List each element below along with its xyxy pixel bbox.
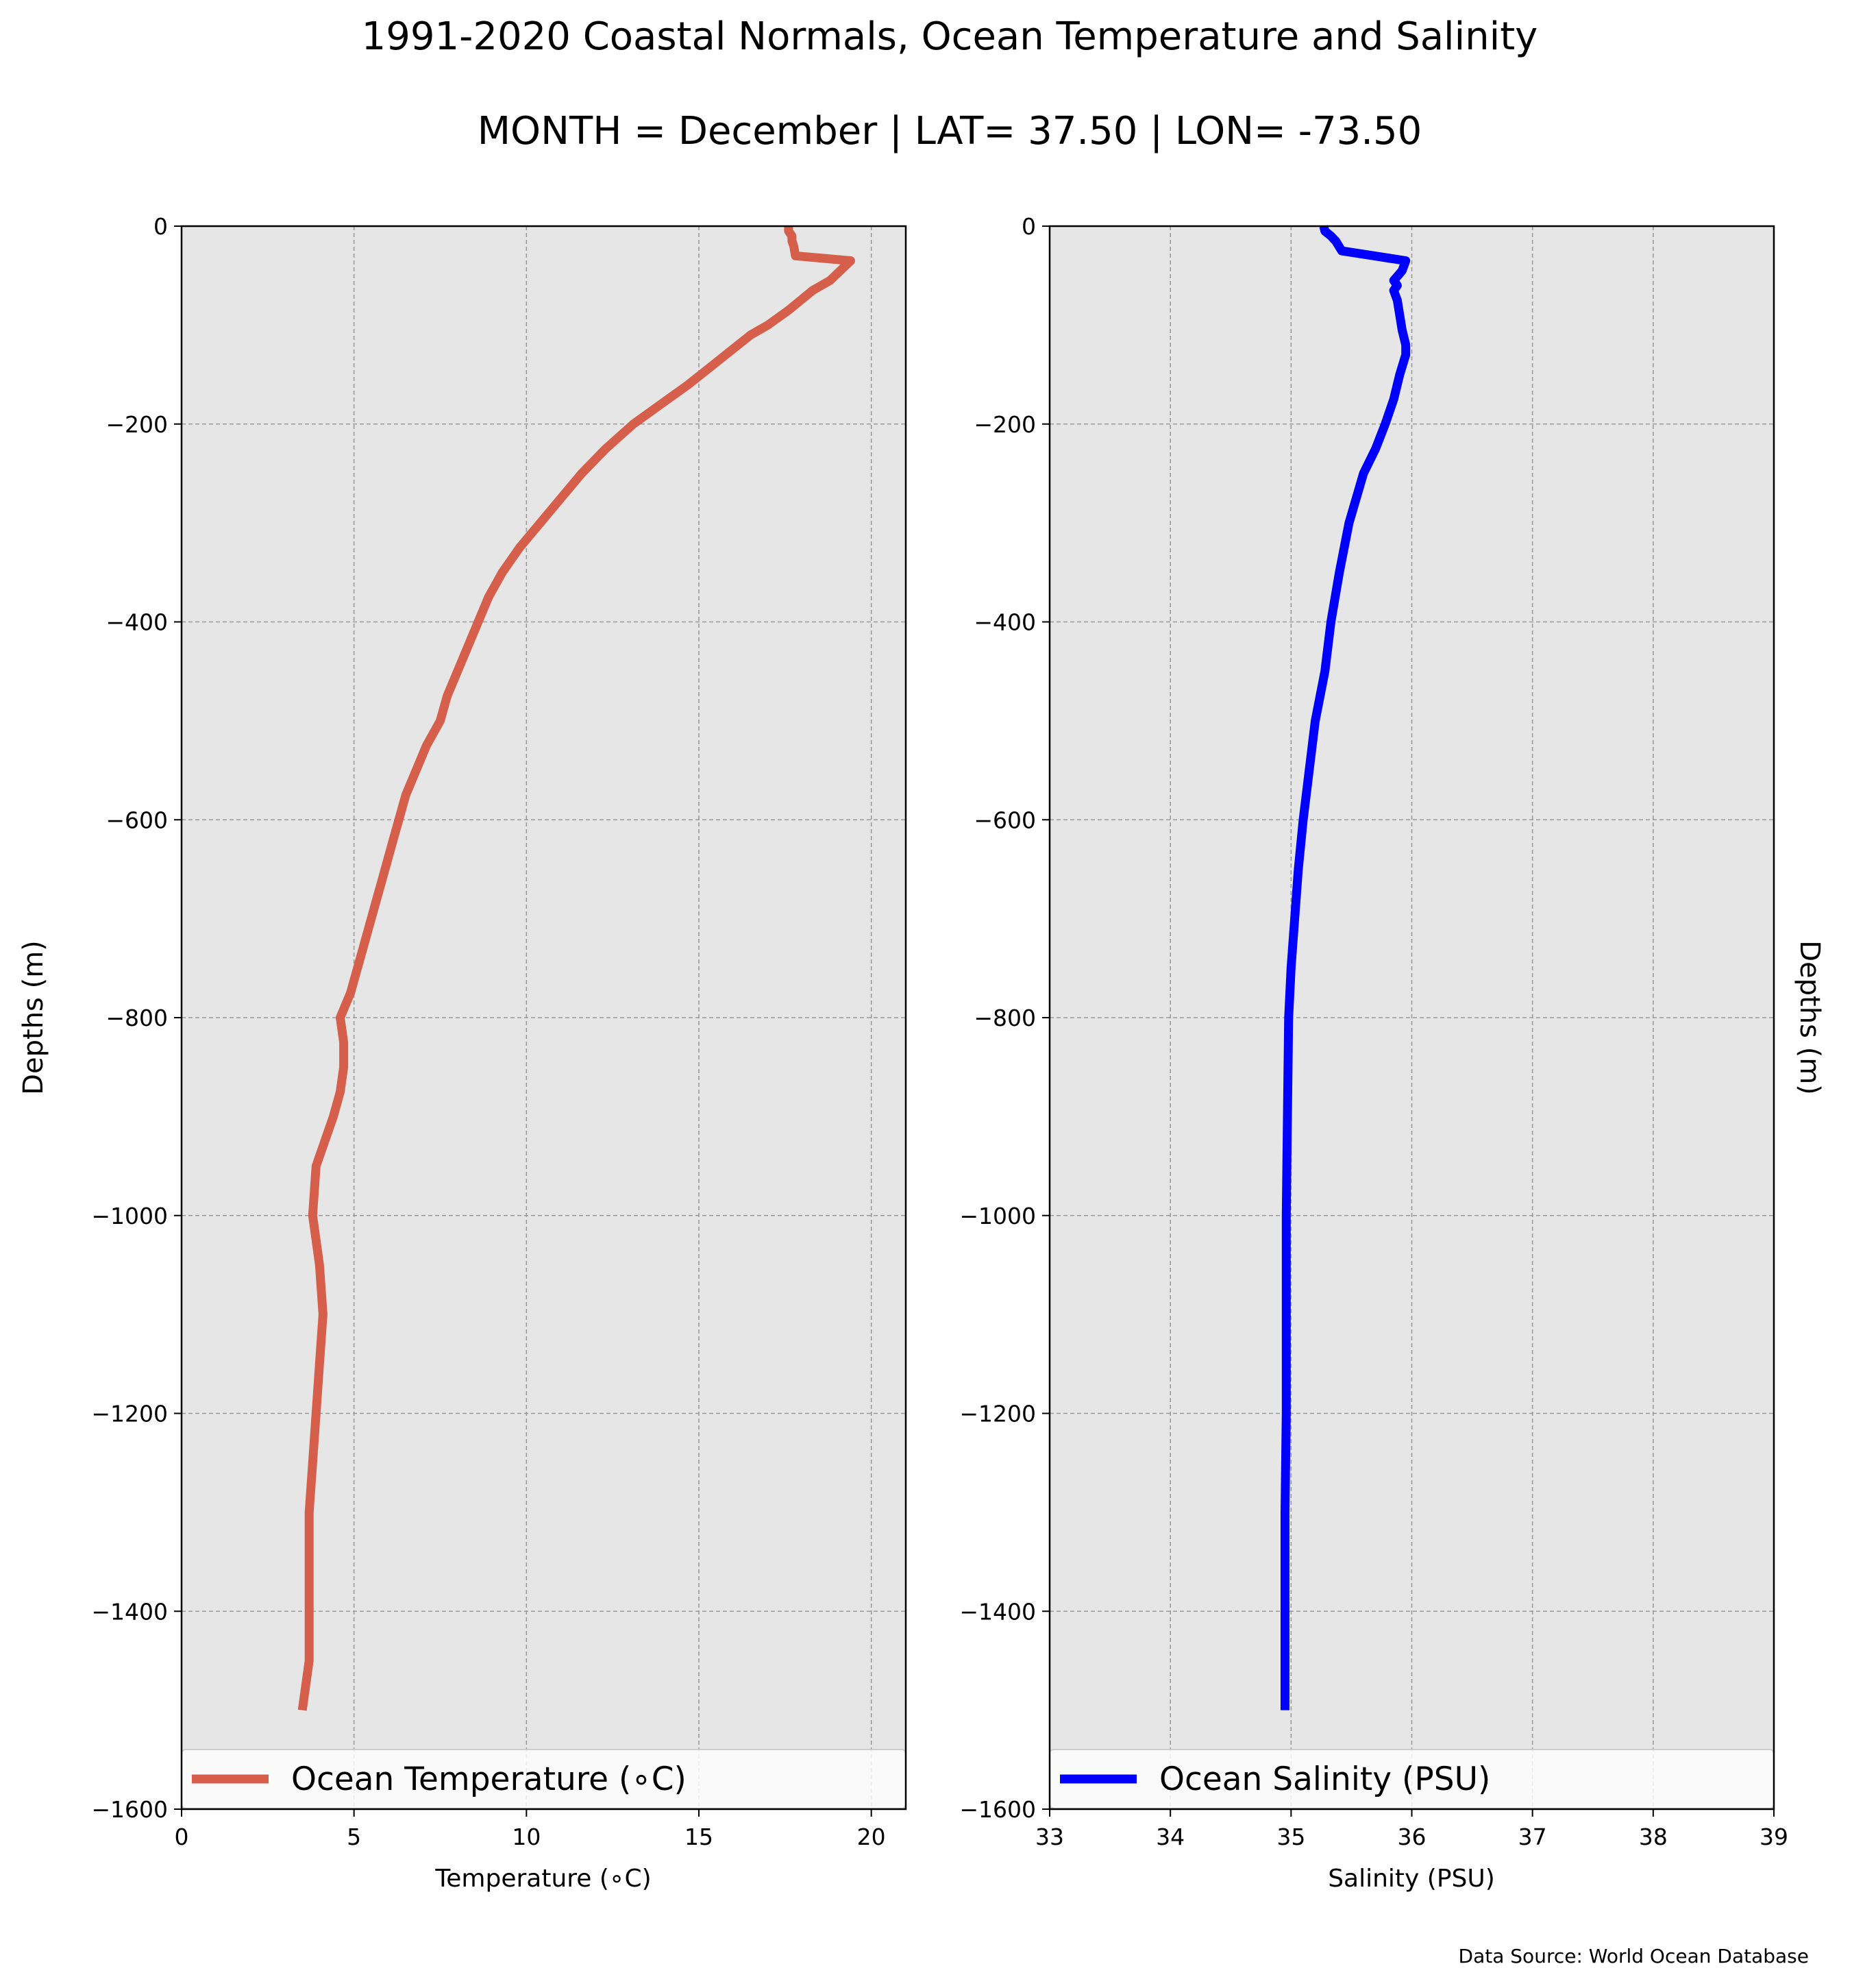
salinity-x-tick-label: 37: [1518, 1824, 1547, 1850]
chart-title: 1991-2020 Coastal Normals, Ocean Tempera…: [362, 14, 1538, 59]
temperature-y-ticks: 0 −200 −400 −600 −800 −1000 −1200 −1400 −1600: [91, 213, 182, 1823]
temperature-y-axis-label: Depths (m): [18, 940, 49, 1095]
salinity-y-tick-label: −200: [974, 411, 1036, 438]
salinity-y-tick-label: −800: [974, 1005, 1036, 1031]
temperature-x-tick-label: 0: [175, 1824, 189, 1850]
temperature-y-tick-label: −1200: [91, 1401, 168, 1427]
salinity-x-tick-label: 33: [1035, 1824, 1064, 1850]
temperature-series-line: [297, 226, 855, 1711]
temperature-panel: Ocean Temperature (∘C) 0 5 10 15 20 0 −200 −40…: [18, 213, 907, 1893]
data-source-note: Data Source: World Ocean Database: [1459, 1945, 1809, 1967]
temperature-y-tick-label: −800: [106, 1005, 168, 1031]
salinity-line-layer: [1281, 225, 1411, 1710]
salinity-y-tick-label: −1200: [959, 1401, 1036, 1427]
salinity-x-tick-label: 39: [1760, 1824, 1788, 1850]
salinity-y-axis-label: Depths (m): [1794, 940, 1825, 1095]
salinity-y-tick-label: −1400: [959, 1598, 1036, 1625]
salinity-y-tick-label: −600: [974, 807, 1036, 833]
temperature-x-tick-label: 10: [512, 1824, 541, 1850]
salinity-series-line: [1281, 225, 1411, 1710]
salinity-x-tick-label: 35: [1276, 1824, 1305, 1850]
salinity-y-tick-label: −400: [974, 609, 1036, 636]
salinity-legend: Ocean Salinity (PSU): [1049, 1749, 1775, 1809]
temperature-line-layer: [297, 226, 855, 1711]
temperature-grid: [182, 226, 906, 1809]
salinity-legend-label: Ocean Salinity (PSU): [1159, 1760, 1490, 1798]
salinity-x-tick-label: 34: [1156, 1824, 1185, 1850]
salinity-x-axis-label: Salinity (PSU): [1328, 1865, 1495, 1893]
salinity-y-tick-label: −1600: [959, 1796, 1036, 1823]
temperature-y-tick-label: −200: [106, 411, 168, 438]
salinity-panel: Ocean Salinity (PSU) 33 34 35 36 37 38 39 0 −20…: [959, 213, 1825, 1893]
temperature-legend-label: Ocean Temperature (∘C): [291, 1760, 687, 1798]
salinity-grid: [1050, 226, 1774, 1809]
chart-subtitle: MONTH = December | LAT= 37.50 | LON= -73…: [478, 109, 1422, 154]
salinity-x-tick-label: 36: [1398, 1824, 1427, 1850]
temperature-legend: Ocean Temperature (∘C): [181, 1749, 906, 1809]
temperature-x-axis-label: Temperature (∘C): [434, 1865, 651, 1893]
temperature-x-tick-label: 15: [684, 1824, 713, 1850]
temperature-y-tick-label: −1600: [91, 1796, 168, 1823]
salinity-y-tick-label: −1000: [959, 1203, 1036, 1229]
temperature-y-tick-label: −600: [106, 807, 168, 833]
temperature-x-ticks: 0 5 10 15 20: [175, 1809, 886, 1850]
temperature-y-tick-label: −1000: [91, 1203, 168, 1229]
temperature-y-tick-label: 0: [153, 213, 168, 240]
salinity-x-tick-label: 38: [1639, 1824, 1668, 1850]
temperature-x-tick-label: 5: [347, 1824, 361, 1850]
temperature-x-tick-label: 20: [857, 1824, 886, 1850]
salinity-y-tick-label: 0: [1022, 213, 1036, 240]
temperature-plot-area: [182, 226, 906, 1809]
temperature-y-tick-label: −1400: [91, 1598, 168, 1625]
salinity-x-ticks: 33 34 35 36 37 38 39: [1035, 1809, 1788, 1850]
salinity-y-ticks: 0 −200 −400 −600 −800 −1000 −1200 −1400 −1600: [959, 213, 1050, 1823]
temperature-y-tick-label: −400: [106, 609, 168, 636]
